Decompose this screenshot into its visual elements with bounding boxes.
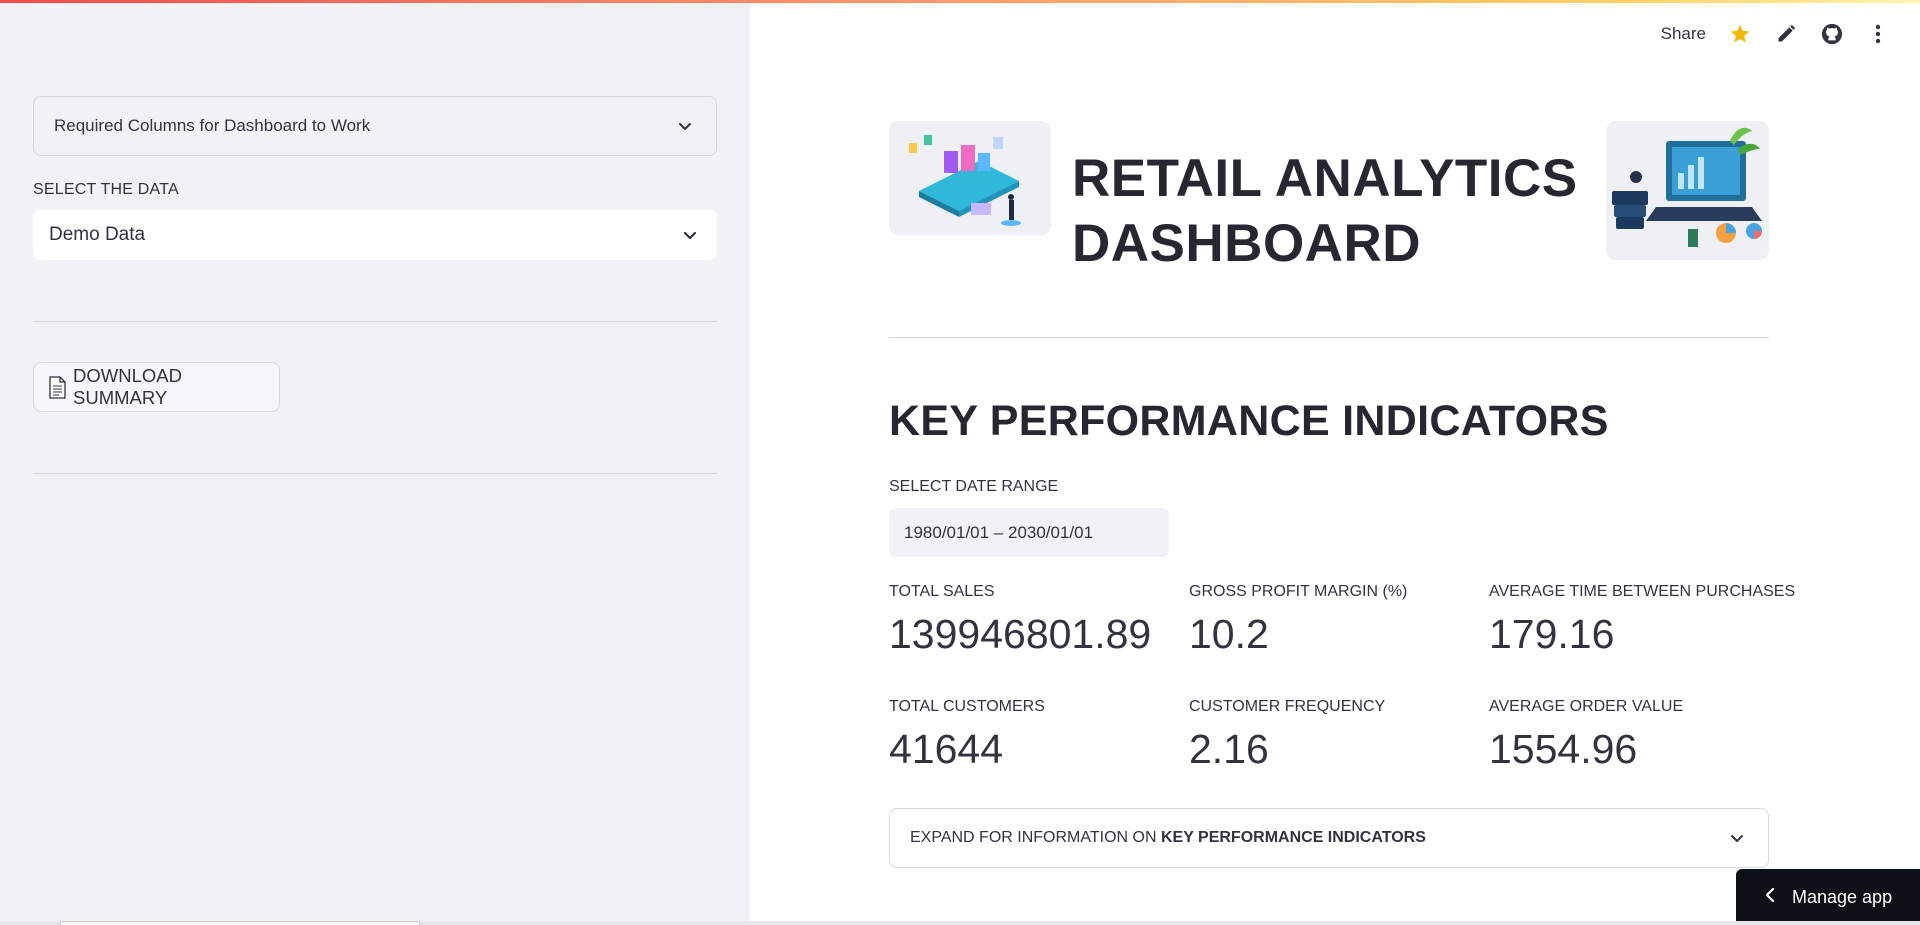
metric-value: 41644 (889, 726, 1004, 772)
metric-value: 10.2 (1189, 611, 1269, 657)
bottom-scroll-area (0, 921, 1920, 925)
manage-app-button[interactable]: Manage app (1736, 869, 1920, 925)
data-select[interactable]: Demo Data (33, 210, 717, 260)
kpi-info-expander[interactable]: EXPAND FOR INFORMATION ON KEY PERFORMANC… (889, 808, 1769, 868)
metric-value: 1554.96 (1489, 726, 1638, 772)
analytics-laptop-illustration (1606, 121, 1769, 260)
download-summary-label: DOWNLOAD SUMMARY (73, 365, 182, 408)
title-line-1: RETAIL ANALYTICS (1072, 149, 1578, 208)
metric-value: 179.16 (1489, 611, 1615, 657)
data-select-value: Demo Data (49, 224, 146, 245)
metric-label: GROSS PROFIT MARGIN (%) (1189, 583, 1408, 600)
select-data-label: SELECT THE DATA (33, 181, 179, 198)
app-toolbar: Share (1661, 22, 1890, 46)
required-columns-label: Required Columns for Dashboard to Work (54, 116, 371, 135)
date-range-input[interactable]: 1980/01/01 – 2030/01/01 (889, 508, 1169, 557)
header-divider (889, 337, 1769, 338)
kpi-expander-label: EXPAND FOR INFORMATION ON KEY PERFORMANC… (910, 829, 1426, 847)
metric-label: TOTAL CUSTOMERS (889, 698, 1045, 715)
metric-label: AVERAGE ORDER VALUE (1489, 698, 1684, 715)
required-columns-expander[interactable]: Required Columns for Dashboard to Work (33, 96, 717, 156)
top-decoration-bar (0, 0, 1920, 3)
pencil-icon[interactable] (1774, 22, 1798, 46)
metric-label: TOTAL SALES (889, 583, 995, 600)
github-icon[interactable] (1820, 22, 1844, 46)
download-summary-button[interactable]: DOWNLOAD SUMMARY (33, 362, 280, 412)
share-button[interactable]: Share (1660, 24, 1706, 43)
metric-value: 2.16 (1189, 726, 1269, 772)
mobile-shopping-illustration (889, 121, 1051, 235)
title-line-2: DASHBOARD (1072, 214, 1421, 273)
date-range-value: 1980/01/01 – 2030/01/01 (904, 522, 1094, 542)
manage-app-label: Manage app (1792, 886, 1893, 907)
dashboard-title: RETAIL ANALYTICS DASHBOARD (1072, 146, 1578, 276)
chevron-left-icon (1764, 887, 1776, 908)
more-vertical-icon[interactable] (1866, 22, 1890, 46)
sidebar: Required Columns for Dashboard to Work S… (0, 0, 750, 925)
sidebar-divider (33, 473, 717, 474)
kpi-expander-bold: KEY PERFORMANCE INDICATORS (1160, 829, 1426, 846)
metric-label: AVERAGE TIME BETWEEN PURCHASES (1489, 583, 1796, 600)
chevron-down-icon (1726, 827, 1748, 849)
chevron-down-icon (674, 115, 696, 137)
star-icon[interactable] (1728, 22, 1752, 46)
bottom-cutoff-field (60, 921, 420, 925)
kpi-section-title: KEY PERFORMANCE INDICATORS (889, 397, 1609, 445)
date-range-label: SELECT DATE RANGE (889, 478, 1059, 495)
kpi-expander-prefix: EXPAND FOR INFORMATION ON (910, 829, 1161, 846)
sidebar-divider (33, 321, 717, 322)
metric-label: CUSTOMER FREQUENCY (1189, 698, 1386, 715)
metric-value: 139946801.89 (889, 611, 1152, 657)
document-icon (48, 375, 67, 399)
chevron-down-icon (679, 224, 701, 246)
